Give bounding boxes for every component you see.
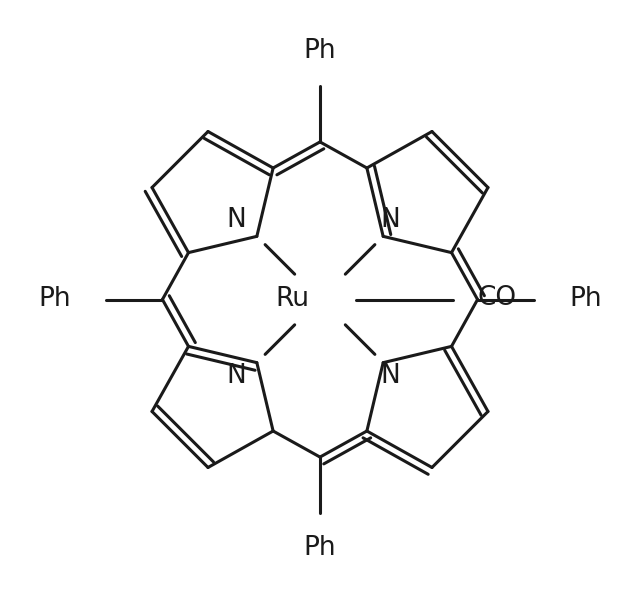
Text: N: N: [380, 207, 400, 233]
Text: Ph: Ph: [38, 286, 70, 313]
Text: Ph: Ph: [570, 286, 602, 313]
Text: N: N: [227, 364, 246, 389]
Text: N: N: [380, 364, 400, 389]
Text: Ph: Ph: [304, 536, 336, 561]
Text: Ru: Ru: [276, 286, 310, 313]
Text: Ph: Ph: [304, 38, 336, 63]
Text: CO: CO: [477, 285, 516, 311]
Text: N: N: [227, 207, 246, 233]
